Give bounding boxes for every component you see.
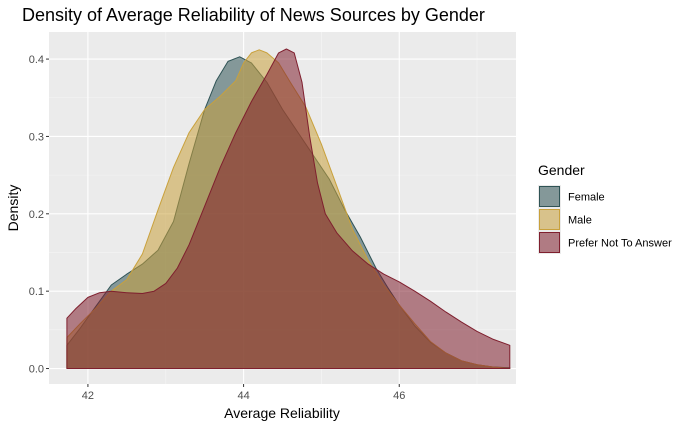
x-axis-ticks: 42 44 46 (82, 384, 405, 402)
x-tick-label: 44 (237, 390, 249, 402)
y-tick-label: 0.2 (29, 209, 44, 221)
y-tick-label: 0.0 (29, 364, 44, 376)
legend: Gender Female Male Prefer Not To Answer (538, 162, 672, 254)
y-tick-label: 0.1 (29, 286, 44, 298)
y-axis-title: Density (5, 185, 21, 232)
y-tick-label: 0.4 (29, 54, 44, 66)
density-area-2 (66, 48, 511, 369)
legend-label: Male (568, 215, 592, 227)
x-tick-label: 42 (82, 390, 94, 402)
x-axis-title: Average Reliability (224, 405, 340, 421)
chart-title: Density of Average Reliability of News S… (22, 5, 485, 25)
legend-swatch (539, 209, 560, 230)
legend-title: Gender (538, 162, 585, 178)
y-tick-label: 0.3 (29, 131, 44, 143)
legend-swatch (539, 186, 560, 207)
legend-label: Female (568, 192, 605, 204)
y-axis-ticks: 0.0 0.1 0.2 0.3 0.4 (29, 54, 49, 376)
x-tick-label: 46 (393, 390, 405, 402)
density-areas (66, 48, 511, 369)
legend-label: Prefer Not To Answer (568, 238, 672, 250)
legend-swatch (539, 232, 560, 253)
